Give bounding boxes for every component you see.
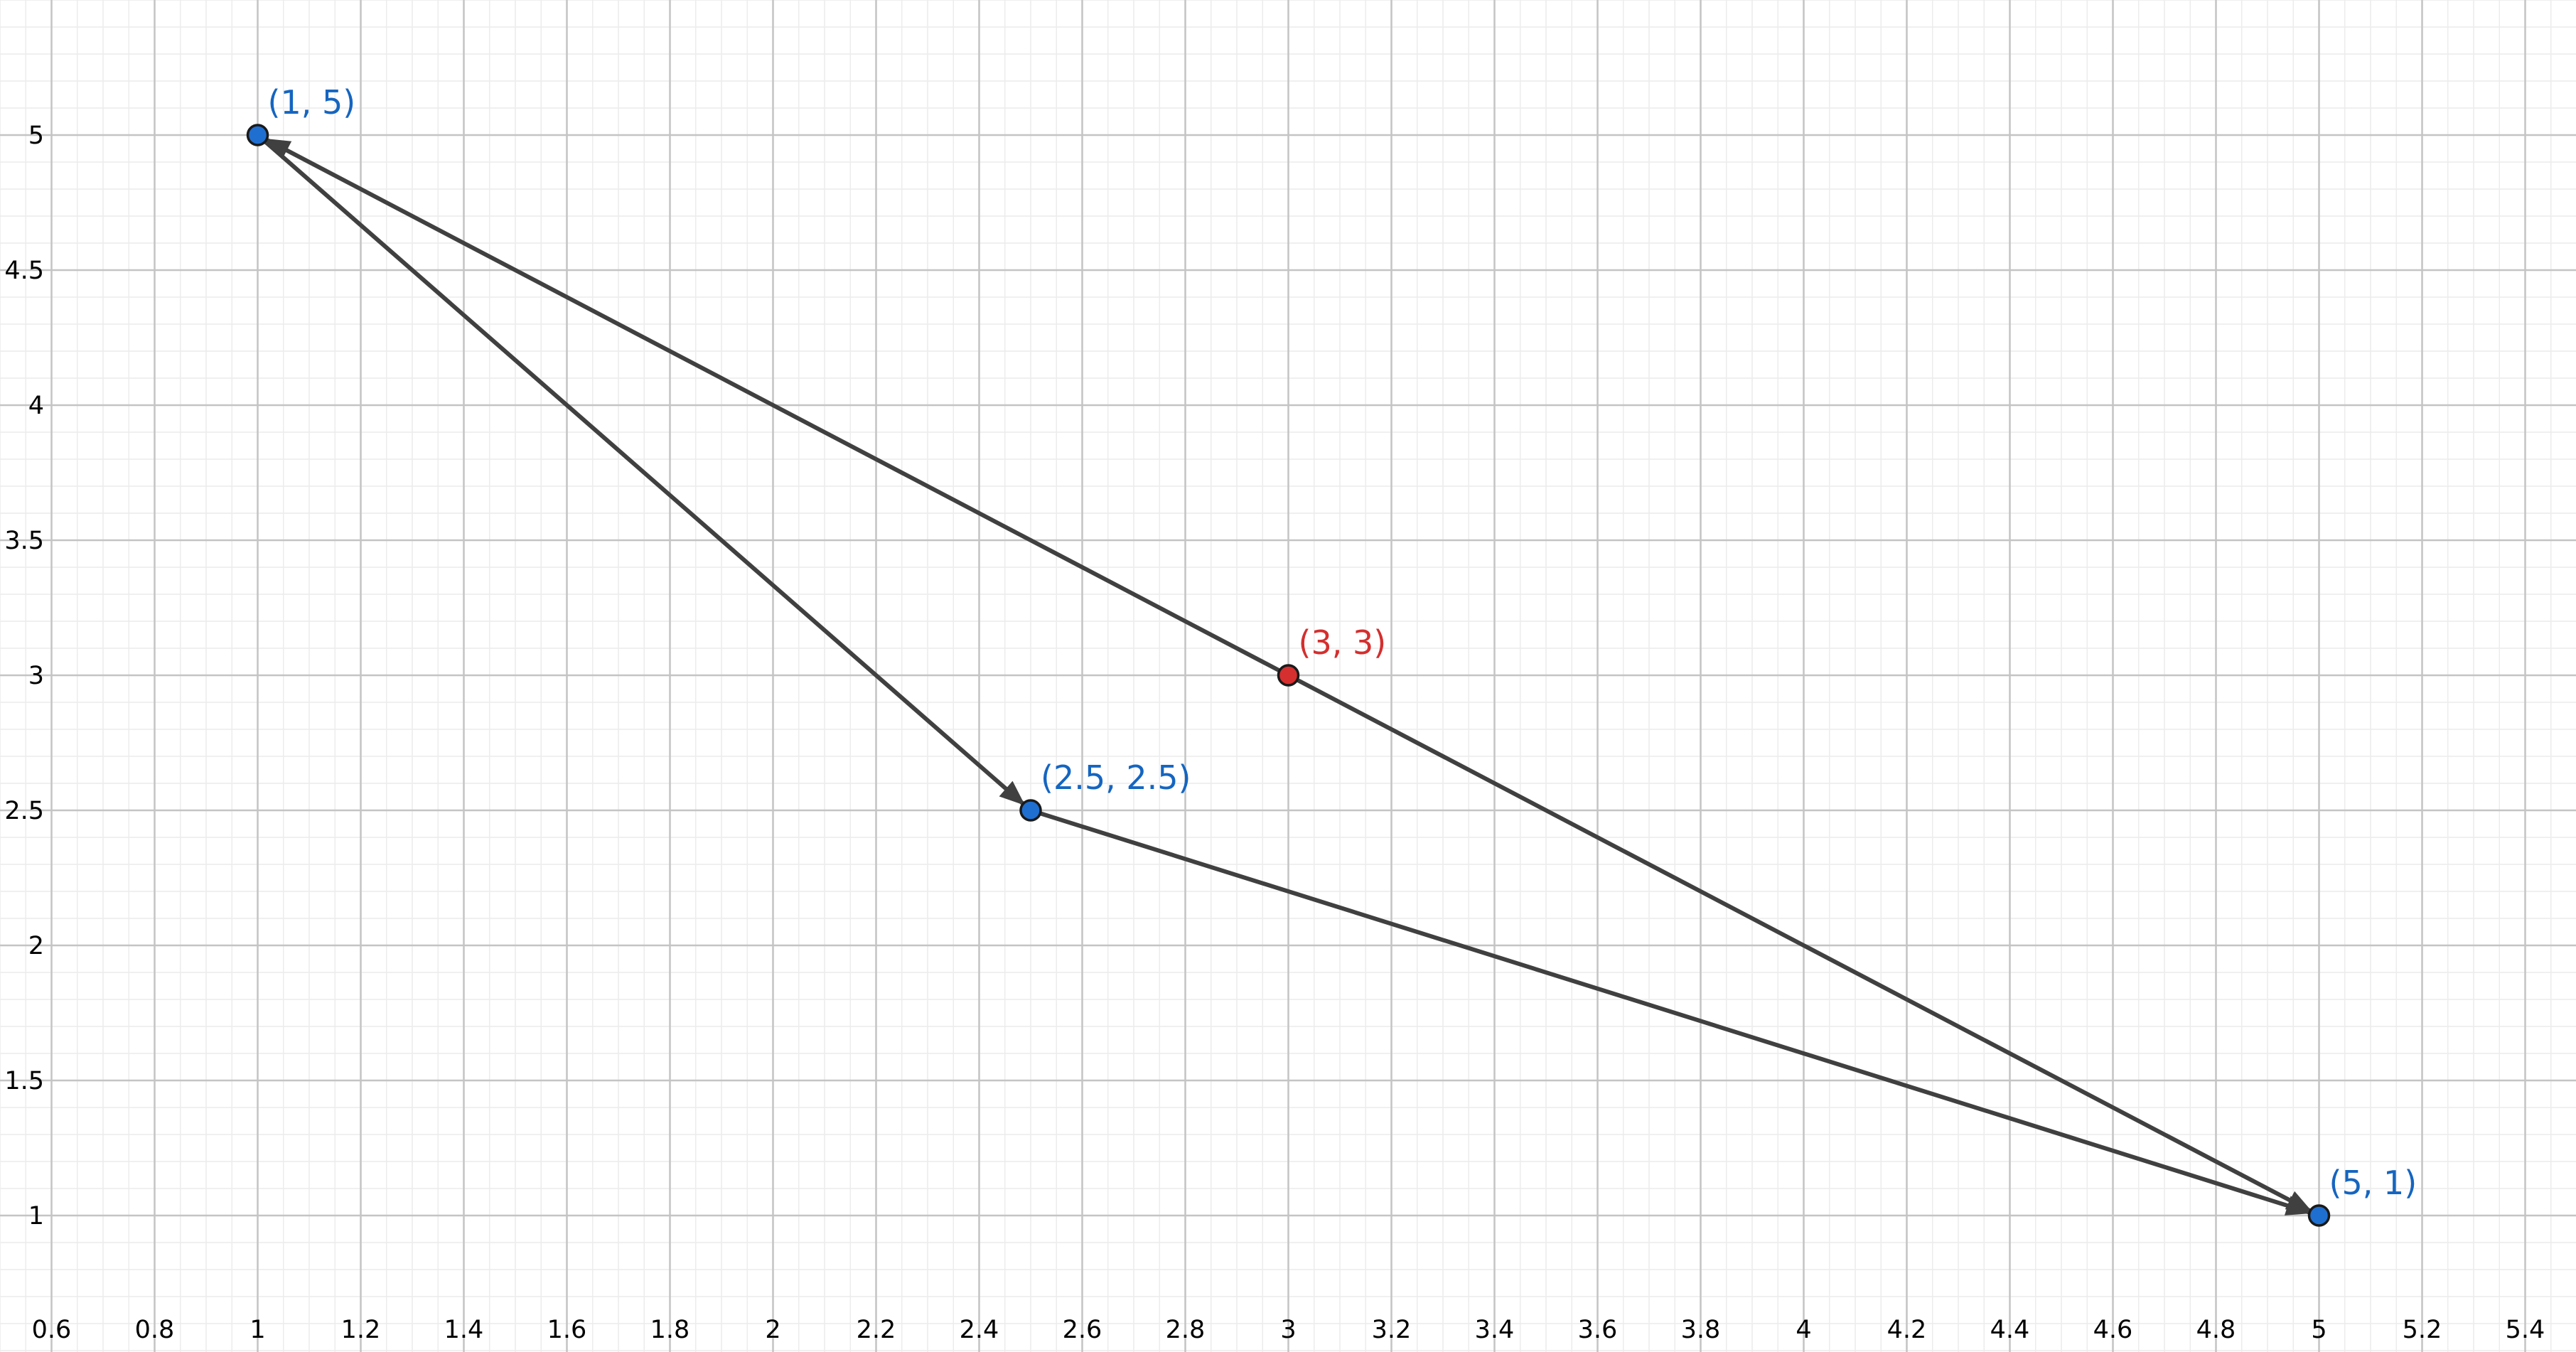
x-tick-label: 2.4 [960,1316,999,1344]
x-tick-label: 2.2 [857,1316,896,1344]
x-tick-label: 3.4 [1475,1316,1515,1344]
x-tick-label: 0.6 [32,1316,72,1344]
x-tick-label: 4 [1796,1316,1811,1344]
x-tick-label: 4.6 [2093,1316,2133,1344]
x-tick-label: 1.2 [341,1316,381,1344]
points: (1, 5) (2.5, 2.5) (5, 1) (3, 3) [246,83,2417,1227]
x-tick-label: 4.2 [1887,1316,1927,1344]
x-tick-label: 3.8 [1681,1316,1721,1344]
x-tick-label: 3.6 [1578,1316,1618,1344]
point-label-A: (1, 5) [268,83,356,122]
vector-arrow[interactable] [1030,808,2312,1216]
y-tick-label: 5 [28,122,44,150]
vector-arrow[interactable] [1287,673,2313,1213]
x-tick-label: 4.4 [1990,1316,2030,1344]
point-D[interactable] [1277,664,1300,687]
vector-arrow[interactable] [256,133,1026,806]
x-tick-label: 5 [2311,1316,2327,1344]
point-B[interactable] [1019,799,1042,822]
y-tick-label: 2.5 [4,797,44,825]
x-tick-label: 2.6 [1063,1316,1102,1344]
x-tick-label: 3 [1280,1316,1296,1344]
y-tick-label: 4.5 [4,257,44,285]
point-label-B: (2.5, 2.5) [1041,758,1191,797]
x-tick-label: 5.2 [2403,1316,2442,1344]
x-tick-label: 3.2 [1372,1316,1412,1344]
y-tick-label: 3.5 [4,527,44,555]
x-tick-label: 1.4 [444,1316,484,1344]
y-tick-label: 4 [28,392,44,420]
x-tick-label: 4.8 [2196,1316,2236,1344]
x-tick-label: 0.8 [135,1316,175,1344]
y-tick-label: 1 [28,1202,44,1230]
point-A[interactable] [246,124,269,146]
x-tick-label: 2.8 [1166,1316,1206,1344]
x-tick-label: 1.6 [547,1316,587,1344]
x-axis-tick-labels: 0.6 0.8 1 1.2 1.4 1.6 1.8 2 2.2 2.4 2.6 2.8 3 3.2 3.4 3… [32,1316,2545,1344]
y-tick-label: 2 [28,932,44,960]
vectors [256,133,2313,1216]
y-axis-tick-labels: 1 1.5 2 2.5 3 3.5 4 4.5 5 [4,122,44,1230]
vector-arrow[interactable] [264,137,1289,677]
y-tick-label: 3 [28,662,44,690]
point-label-D: (3, 3) [1299,623,1387,662]
point-C[interactable] [2307,1204,2331,1227]
x-tick-label: 5.4 [2506,1316,2545,1344]
point-label-C: (5, 1) [2329,1164,2417,1202]
x-tick-label: 2 [765,1316,780,1344]
y-tick-label: 1.5 [4,1067,44,1095]
x-tick-label: 1 [249,1316,265,1344]
x-tick-label: 1.8 [650,1316,690,1344]
